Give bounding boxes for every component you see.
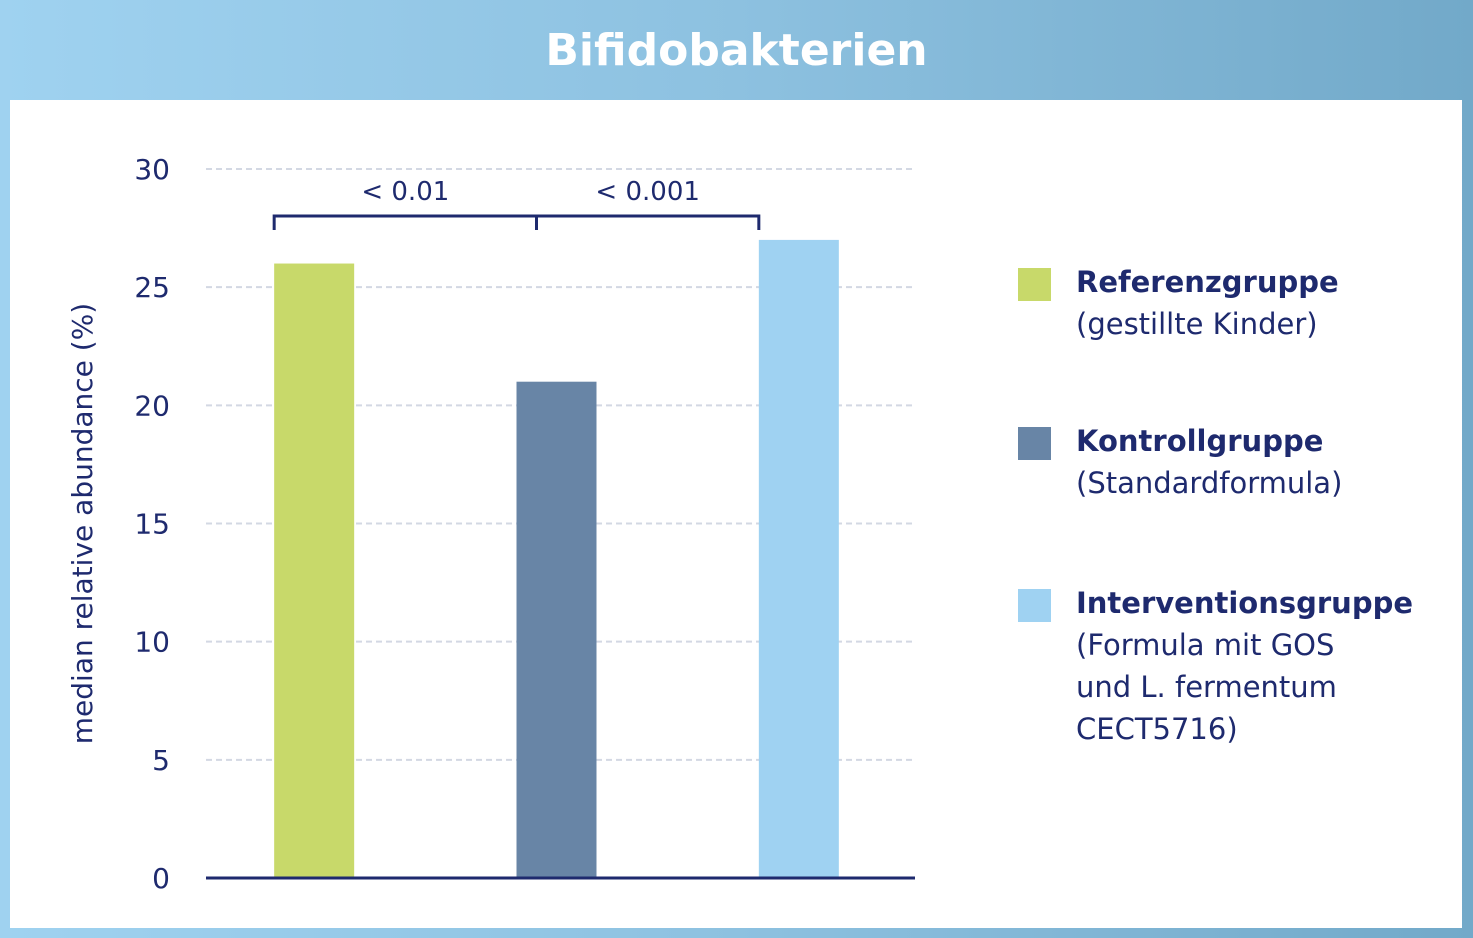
bar-chart: 0 5 10 15 20 25 30 median relative abundance (%…	[66, 153, 915, 895]
bar-kontrollgruppe	[516, 381, 597, 878]
chart-title: Bifidobakterien	[545, 24, 928, 76]
legend-subtitle: (Formula mit GOS	[1076, 628, 1335, 662]
legend-subtitle: (gestillte Kinder)	[1076, 307, 1318, 341]
legend-subtitle: (Standardformula)	[1076, 466, 1343, 500]
significance-bracket	[272, 214, 538, 230]
legend-swatch	[1018, 589, 1051, 622]
legend-subtitle: und L. fermentum	[1076, 670, 1337, 704]
significance-bracket	[535, 214, 761, 230]
legend-swatch	[1018, 268, 1051, 301]
legend-subtitle: CECT5716)	[1076, 712, 1238, 746]
legend-name: Interventionsgruppe	[1076, 586, 1414, 620]
y-tick-label: 5	[152, 744, 170, 777]
bar-interventionsgruppe	[758, 239, 839, 878]
y-tick-label: 15	[134, 508, 170, 541]
y-axis-label: median relative abundance (%)	[66, 303, 99, 744]
legend-name: Referenzgruppe	[1076, 265, 1339, 299]
significance-label: < 0.01	[361, 177, 449, 207]
y-tick-label: 10	[134, 626, 170, 659]
legend-name: Kontrollgruppe	[1076, 424, 1324, 458]
significance-label: < 0.001	[595, 177, 699, 207]
bar-referenzgruppe	[274, 263, 355, 878]
legend-swatch	[1018, 427, 1051, 460]
chart-panel: 0 5 10 15 20 25 30 median relative abundance (%…	[10, 100, 1462, 928]
y-tick-label: 20	[134, 389, 170, 422]
y-tick-label: 25	[134, 271, 170, 304]
y-tick-label: 30	[134, 153, 170, 186]
y-tick-label: 0	[152, 862, 170, 895]
